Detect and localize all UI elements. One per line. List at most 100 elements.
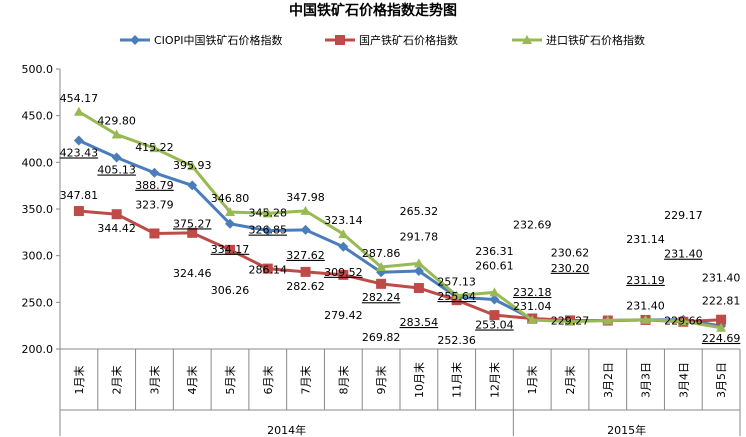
data-label: 326.85	[249, 224, 288, 237]
data-label: 253.04	[475, 318, 514, 331]
data-label: 323.79	[135, 198, 174, 211]
legend-marker-triangle-icon	[522, 35, 532, 44]
x-tick-label: 5月末	[223, 366, 237, 395]
data-label: 230.62	[551, 246, 590, 259]
data-label: 347.98	[286, 191, 325, 204]
data-point	[413, 258, 424, 268]
data-point	[225, 244, 235, 255]
data-point	[111, 152, 122, 163]
y-tick-label: 450.0	[22, 110, 54, 123]
data-point	[111, 129, 122, 139]
data-label: 345.28	[249, 206, 288, 219]
data-point	[73, 135, 84, 146]
x-tick-label: 11月末	[450, 362, 464, 398]
x-tick-label: 6月末	[261, 366, 275, 395]
data-label: 229.66	[664, 314, 703, 327]
data-point	[489, 310, 500, 321]
data-point	[413, 283, 424, 294]
data-label: 327.62	[286, 249, 325, 262]
data-point	[338, 241, 349, 252]
data-label: 309.52	[324, 266, 363, 279]
x-tick-label: 2月末	[110, 366, 124, 395]
series-line	[78, 110, 722, 330]
chart-title: 中国铁矿石价格指数走势图	[289, 2, 457, 19]
x-tick-label: 7月末	[299, 366, 313, 395]
data-point	[716, 314, 727, 325]
x-tick-label: 1月末	[525, 366, 539, 395]
x-tick-label: 1月末	[72, 366, 86, 395]
data-label: 224.69	[702, 332, 741, 345]
y-tick-label: 200.0	[22, 343, 54, 356]
x-tick-label: 3月4日	[677, 362, 690, 398]
data-label: 260.61	[475, 259, 514, 272]
x-tick-label: 10月末	[412, 362, 426, 398]
data-point	[225, 218, 235, 229]
y-tick-label: 250.0	[22, 296, 54, 309]
x-tick-label: 4月末	[185, 366, 199, 395]
data-label: 454.17	[60, 92, 99, 105]
data-label: 429.80	[97, 115, 136, 128]
data-label: 269.82	[362, 331, 401, 344]
data-point	[678, 316, 689, 326]
legend-label: 国产铁矿石价格指数	[359, 33, 458, 47]
data-point	[73, 106, 84, 116]
group-label: 2014年	[267, 423, 306, 437]
x-tick-label: 3月末	[147, 366, 161, 395]
data-label: 232.69	[513, 218, 552, 231]
data-point	[111, 209, 122, 220]
data-label: 222.81	[702, 295, 741, 308]
data-label: 291.78	[400, 230, 439, 243]
data-label: 231.40	[664, 248, 703, 261]
data-point	[73, 206, 84, 217]
data-label: 265.32	[400, 205, 439, 218]
data-point	[149, 143, 160, 153]
data-label: 344.42	[97, 222, 136, 235]
axes: 200.0 250.0 300.0 350.0 400.0 450.0 500.0 1月末 2月…	[22, 63, 741, 437]
y-tick-label: 500.0	[22, 63, 54, 76]
data-label: 230.20	[551, 262, 590, 275]
data-point	[300, 205, 311, 215]
x-tick-label: 3月5日	[715, 362, 728, 398]
data-point	[149, 167, 160, 178]
data-label: 255.64	[437, 290, 476, 303]
data-point	[489, 287, 500, 297]
data-point	[489, 294, 500, 305]
y-tick-label: 300.0	[22, 250, 54, 263]
data-label: 306.26	[211, 284, 250, 297]
y-tick-label: 350.0	[22, 203, 54, 216]
x-tick-label: 2月末	[563, 366, 577, 395]
data-point	[413, 266, 424, 277]
data-point	[451, 295, 462, 306]
data-point	[262, 263, 273, 274]
data-point	[602, 315, 613, 325]
data-label: 323.14	[324, 214, 363, 227]
data-label: 282.24	[362, 291, 401, 304]
data-point	[527, 315, 538, 325]
data-point	[262, 225, 273, 236]
data-point	[716, 322, 727, 332]
data-label: 415.22	[135, 141, 174, 154]
data-label: 229.17	[664, 209, 703, 222]
legend-marker-diamond-icon	[130, 35, 140, 45]
data-label: 231.40	[702, 272, 741, 285]
x-tick-label: 8月末	[336, 366, 350, 395]
data-point	[187, 180, 198, 191]
data-point	[149, 228, 160, 239]
data-label: 287.86	[362, 247, 401, 260]
data-point	[187, 227, 198, 238]
data-label: 232.18	[513, 286, 552, 299]
data-label: 252.36	[437, 334, 476, 347]
legend-label: 进口铁矿石价格指数	[546, 33, 645, 47]
legend: CIOPI中国铁矿石价格指数 国产铁矿石价格指数 进口铁矿石价格指数	[120, 33, 645, 47]
data-label: 346.80	[211, 192, 250, 205]
data-label: 405.13	[97, 164, 136, 177]
legend-label: CIOPI中国铁矿石价格指数	[154, 33, 282, 47]
data-point	[451, 290, 462, 300]
series-layer	[73, 106, 727, 332]
data-label: 231.40	[626, 300, 665, 313]
data-label: 347.81	[60, 189, 99, 202]
x-tick-label: 9月末	[374, 366, 388, 395]
data-label: 231.04	[513, 300, 552, 313]
data-label: 375.27	[173, 217, 212, 230]
data-label: 334.17	[211, 243, 250, 256]
